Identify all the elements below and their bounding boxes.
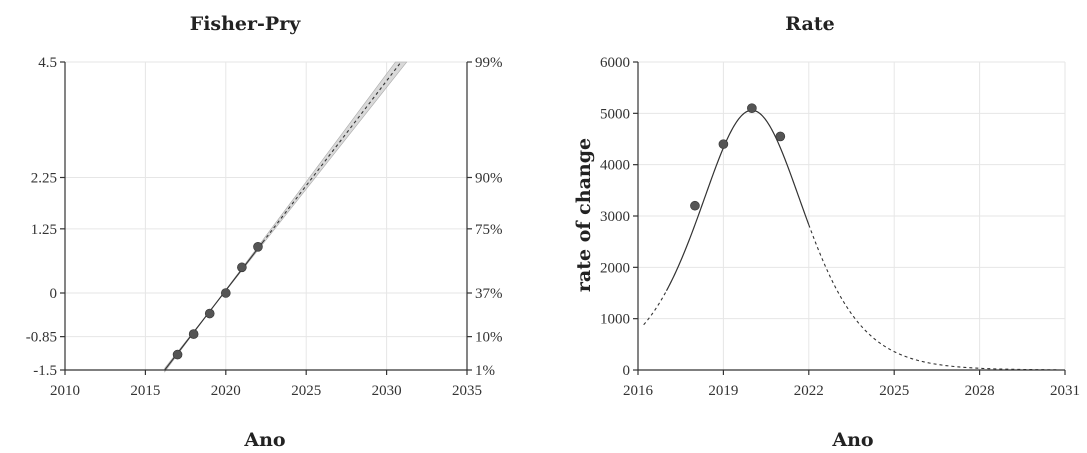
rate-points xyxy=(690,103,786,211)
y-tick-label: 2000 xyxy=(600,260,630,276)
data-point xyxy=(775,131,786,142)
data-point xyxy=(253,242,263,252)
data-point xyxy=(718,139,729,149)
fit-line-dashed xyxy=(262,61,402,243)
rate-grid xyxy=(637,61,1066,371)
y2-tick-label: 37% xyxy=(475,286,503,302)
data-point xyxy=(172,349,183,360)
x-tick-label: 2028 xyxy=(965,383,995,399)
data-point xyxy=(690,200,700,211)
data-point xyxy=(204,308,215,319)
rate-title: Rate xyxy=(785,13,834,35)
x-tick-label: 2019 xyxy=(708,383,738,399)
y-tick-label: 0 xyxy=(623,363,631,379)
x-tick-label: 2010 xyxy=(50,383,80,399)
curve-solid xyxy=(665,109,810,292)
y-tick-label: 4000 xyxy=(600,158,630,174)
y-tick-label: 1.25 xyxy=(31,222,57,238)
x-tick-label: 2031 xyxy=(1050,383,1080,399)
x-tick-label: 2025 xyxy=(879,383,909,399)
rate-x-ticks: 2016 2019 2022 2025 2028 2031 xyxy=(623,370,1080,399)
fisher-pry-chart: Fisher-Pry 4.5 2.25 1.25 0 -0.85 -1.5 99% 90% 7… xyxy=(26,13,503,451)
fisher-pry-y2-ticks: 99% 90% 75% 37% 10% 1% xyxy=(467,55,503,379)
fisher-pry-x-label: Ano xyxy=(243,429,285,451)
fisher-pry-grid xyxy=(64,61,468,371)
curve-dotted-left xyxy=(643,290,667,326)
fit-line-solid xyxy=(164,241,264,371)
fisher-pry-points xyxy=(172,242,263,360)
fisher-pry-axes xyxy=(64,62,468,371)
fisher-pry-confidence-band xyxy=(164,61,408,373)
fisher-pry-title: Fisher-Pry xyxy=(190,13,301,35)
data-point xyxy=(188,329,199,339)
x-tick-label: 2022 xyxy=(794,383,824,399)
rate-x-label: Ano xyxy=(831,429,873,451)
fisher-pry-x-ticks: 2010 2015 2020 2025 2030 2035 xyxy=(50,370,482,399)
y-tick-label: 0 xyxy=(50,286,58,302)
x-tick-label: 2025 xyxy=(291,383,321,399)
confidence-band xyxy=(164,61,408,373)
y-tick-label: 5000 xyxy=(600,106,630,122)
y-tick-label: -1.5 xyxy=(33,363,57,379)
rate-curve xyxy=(643,109,1060,371)
data-point xyxy=(747,103,757,113)
curve-dotted-right xyxy=(808,224,1060,371)
y2-tick-label: 10% xyxy=(475,330,503,346)
y2-tick-label: 75% xyxy=(475,222,503,238)
y-tick-label: 4.5 xyxy=(38,55,57,71)
fisher-pry-fit-line xyxy=(164,61,402,371)
x-tick-label: 2030 xyxy=(372,383,402,399)
fisher-pry-y-ticks: 4.5 2.25 1.25 0 -0.85 -1.5 xyxy=(26,55,65,379)
x-tick-label: 2016 xyxy=(623,383,654,399)
x-tick-label: 2015 xyxy=(130,383,160,399)
rate-y-label: rate of change xyxy=(573,138,595,292)
y-tick-label: 6000 xyxy=(600,55,630,71)
y-tick-label: -0.85 xyxy=(26,330,57,346)
y-tick-label: 2.25 xyxy=(31,171,57,187)
y-tick-label: 1000 xyxy=(600,312,630,328)
rate-y-ticks: 0 1000 2000 3000 4000 5000 6000 xyxy=(600,55,638,379)
y2-tick-label: 99% xyxy=(475,55,503,71)
y2-tick-label: 1% xyxy=(475,363,495,379)
data-point xyxy=(237,262,247,273)
data-point xyxy=(221,288,231,298)
y-tick-label: 3000 xyxy=(600,209,630,225)
x-tick-label: 2035 xyxy=(452,383,482,399)
y2-tick-label: 90% xyxy=(475,171,503,187)
x-tick-label: 2020 xyxy=(211,383,241,399)
